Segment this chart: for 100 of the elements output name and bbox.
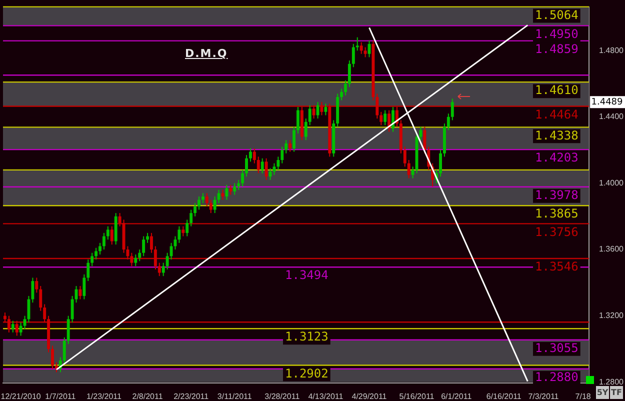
text: TF bbox=[610, 386, 623, 399]
candlestick bbox=[198, 196, 200, 210]
candlestick bbox=[256, 156, 260, 174]
candlestick bbox=[158, 262, 161, 277]
candlestick bbox=[150, 232, 153, 254]
ref-line-label: 1.3756 bbox=[535, 224, 578, 239]
candlestick bbox=[312, 104, 316, 120]
candlestick bbox=[90, 252, 94, 267]
x-tick-label: 4/29/2011 bbox=[352, 392, 388, 401]
ref-line-label: 1.5064 bbox=[535, 8, 578, 22]
candlestick bbox=[134, 254, 138, 267]
candlestick bbox=[11, 320, 14, 333]
candlestick bbox=[130, 252, 134, 267]
candlestick bbox=[439, 150, 442, 178]
x-tick-label: 2/23/2011 bbox=[174, 392, 210, 401]
x-tick-label: 4/13/2011 bbox=[308, 392, 344, 401]
candlestick bbox=[106, 226, 110, 240]
candlestick bbox=[229, 184, 232, 196]
candlestick bbox=[78, 286, 82, 300]
candlestick bbox=[237, 179, 240, 190]
candlestick bbox=[280, 146, 284, 164]
candlestick bbox=[411, 166, 414, 179]
candlestick bbox=[260, 158, 264, 174]
x-tick-label: 3/28/2011 bbox=[264, 392, 300, 401]
x-tick-label: 12/21/2010 bbox=[0, 392, 42, 401]
y-tick-label: 1.4400 bbox=[599, 112, 624, 122]
y-tick-label: 1.4800 bbox=[599, 46, 624, 55]
candlestick bbox=[102, 232, 106, 250]
candlestick bbox=[384, 110, 387, 126]
candlestick bbox=[221, 189, 224, 200]
ref-line-label: 1.4203 bbox=[535, 150, 578, 165]
candlestick bbox=[51, 345, 54, 370]
candlestick bbox=[70, 295, 74, 323]
candlestick bbox=[154, 246, 157, 270]
ref-line-label: 1.4338 bbox=[535, 128, 578, 142]
candlestick bbox=[308, 104, 312, 126]
x-tick-label: 5/16/2011 bbox=[399, 392, 435, 401]
candlestick bbox=[316, 101, 320, 120]
y-tick-label: 1.3200 bbox=[599, 311, 624, 320]
candlestick bbox=[446, 113, 450, 131]
candlestick bbox=[19, 322, 22, 336]
text: 5Y bbox=[596, 386, 609, 399]
candlestick bbox=[324, 103, 328, 116]
candlestick bbox=[213, 196, 216, 214]
candlestick bbox=[241, 169, 244, 188]
y-tick-label: 1.3600 bbox=[599, 244, 624, 254]
candlestick bbox=[205, 192, 208, 207]
candlestick bbox=[3, 312, 6, 323]
x-tick-label: 7/3/2011 bbox=[528, 392, 560, 401]
candlestick bbox=[94, 247, 98, 260]
candlestick bbox=[54, 362, 58, 373]
ref-line-label: 1.3978 bbox=[535, 188, 578, 202]
x-tick-label: 7/18 bbox=[575, 392, 592, 401]
candlestick bbox=[7, 315, 10, 333]
candlestick bbox=[403, 146, 406, 168]
candlestick bbox=[304, 118, 308, 141]
candlestick bbox=[380, 111, 383, 126]
candlestick bbox=[376, 93, 379, 120]
text: D.M.Q bbox=[185, 47, 228, 60]
y-tick-label: 1.4000 bbox=[599, 178, 624, 188]
candlestick bbox=[407, 160, 410, 179]
candlestick bbox=[43, 304, 46, 323]
candlestick bbox=[31, 277, 34, 304]
ref-line-label: 1.4859 bbox=[535, 42, 578, 56]
candlestick bbox=[86, 258, 90, 282]
candlestick bbox=[209, 199, 212, 214]
candlestick bbox=[182, 226, 185, 237]
candlestick bbox=[284, 140, 288, 154]
candlestick bbox=[39, 286, 42, 312]
ref-line-label: 1.4464 bbox=[535, 107, 578, 122]
candlestick bbox=[360, 42, 363, 54]
candlestick bbox=[344, 80, 347, 96]
candlestick bbox=[340, 88, 344, 101]
candlestick bbox=[201, 192, 204, 204]
candlestick bbox=[98, 242, 102, 256]
candlestick bbox=[118, 212, 122, 227]
ref-line-label: 1.3055 bbox=[535, 341, 578, 356]
candlestick bbox=[142, 236, 146, 257]
candlestick bbox=[248, 148, 252, 162]
candlestick bbox=[62, 336, 66, 364]
candlestick bbox=[66, 315, 70, 345]
candlestick bbox=[82, 274, 86, 300]
candlestick bbox=[225, 184, 228, 200]
candlestick bbox=[276, 156, 280, 170]
candlestick bbox=[292, 126, 296, 152]
candlestick bbox=[252, 148, 256, 164]
ref-line-label: 1.2880 bbox=[535, 370, 578, 384]
x-tick-label: 6/1/2011 bbox=[441, 392, 472, 401]
candlestick bbox=[178, 226, 181, 244]
candlestick bbox=[288, 140, 292, 152]
candlestick bbox=[364, 46, 367, 58]
candlestick bbox=[348, 60, 351, 88]
ref-line-label: 1.4610 bbox=[535, 83, 578, 98]
candlestick bbox=[138, 249, 142, 262]
x-tick-label: 3/11/2011 bbox=[217, 392, 252, 401]
ref-line-label: 1.4950 bbox=[535, 26, 578, 41]
candlestick bbox=[423, 126, 426, 154]
candlestick bbox=[245, 154, 248, 178]
candlestick bbox=[166, 252, 169, 270]
x-tick-label: 1/7/2011 bbox=[45, 392, 76, 401]
